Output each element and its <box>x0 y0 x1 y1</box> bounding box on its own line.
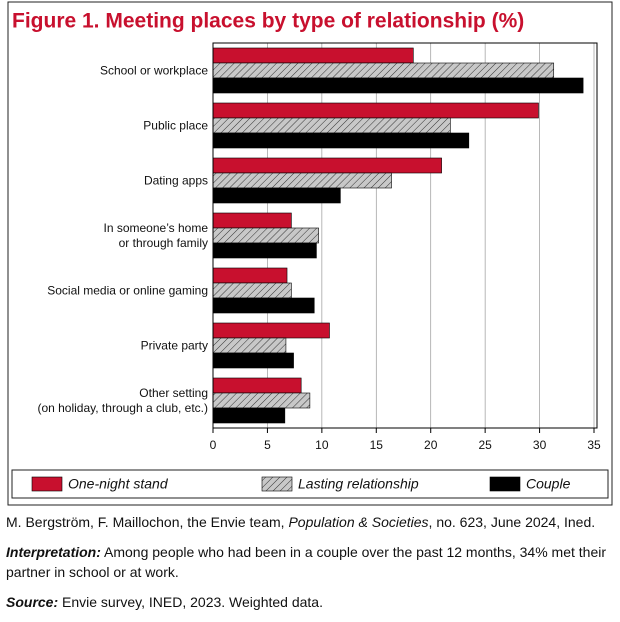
x-tick-label: 30 <box>533 438 547 452</box>
bar <box>212 117 451 134</box>
note-label: Source: <box>6 594 59 610</box>
legend-box <box>11 469 609 499</box>
bar <box>212 62 555 79</box>
bar <box>212 297 315 314</box>
source: Source: Envie survey, INED, 2023. Weight… <box>6 592 618 612</box>
bar <box>212 337 287 354</box>
bar <box>212 242 317 259</box>
bar <box>212 187 341 204</box>
bar <box>212 267 288 284</box>
interpretation: Interpretation: Among people who had bee… <box>6 542 618 582</box>
credit: M. Bergström, F. Maillochon, the Envie t… <box>6 512 618 532</box>
legend-label: Couple <box>526 476 571 492</box>
bar <box>212 352 294 369</box>
bar <box>212 47 414 64</box>
legend-swatch <box>261 476 293 492</box>
note-label: Interpretation: <box>6 544 101 560</box>
bar <box>212 407 286 424</box>
x-tick-label: 25 <box>478 438 492 452</box>
plot-frame <box>212 42 598 429</box>
x-tick-label: 35 <box>587 438 601 452</box>
bar <box>212 212 292 229</box>
legend-swatch <box>489 476 521 492</box>
x-tick-label: 20 <box>424 438 438 452</box>
y-tick-label: In someone’s home or through family <box>103 220 208 250</box>
x-tick-label: 0 <box>210 438 217 452</box>
bar <box>212 102 539 119</box>
x-tick-label: 10 <box>315 438 329 452</box>
bar <box>212 132 470 149</box>
y-tick-label: Private party <box>140 338 208 352</box>
note-text: Envie survey, INED, 2023. Weighted data. <box>58 594 323 610</box>
legend-label: Lasting relationship <box>298 476 419 492</box>
y-tick-label: Public place <box>143 118 208 132</box>
y-tick-label: Other setting (on holiday, through a clu… <box>37 385 208 415</box>
y-tick-label: Social media or online gaming <box>47 283 208 297</box>
bar <box>212 172 392 189</box>
legend-swatch <box>31 476 63 492</box>
note-text: Among people who had been in a couple ov… <box>6 544 606 580</box>
frame <box>7 1 613 506</box>
bar <box>212 77 584 94</box>
bar <box>212 392 311 409</box>
credit-journal: Population & Societies <box>288 514 429 530</box>
y-tick-label: School or workplace <box>99 63 208 77</box>
chart-title: Figure 1. Meeting places by type of rela… <box>12 10 524 33</box>
x-tick-label: 5 <box>264 438 271 452</box>
y-tick-label: Dating apps <box>143 173 208 187</box>
bar <box>212 227 319 244</box>
bar <box>212 282 292 299</box>
bar <box>212 322 330 339</box>
bar <box>212 377 302 394</box>
x-tick-label: 15 <box>370 438 384 452</box>
credit-text: , no. 623, June 2024, Ined. <box>428 514 596 530</box>
credit-text: M. Bergström, F. Maillochon, the Envie t… <box>6 514 289 530</box>
bar <box>212 157 442 174</box>
legend-label: One-night stand <box>68 476 169 492</box>
